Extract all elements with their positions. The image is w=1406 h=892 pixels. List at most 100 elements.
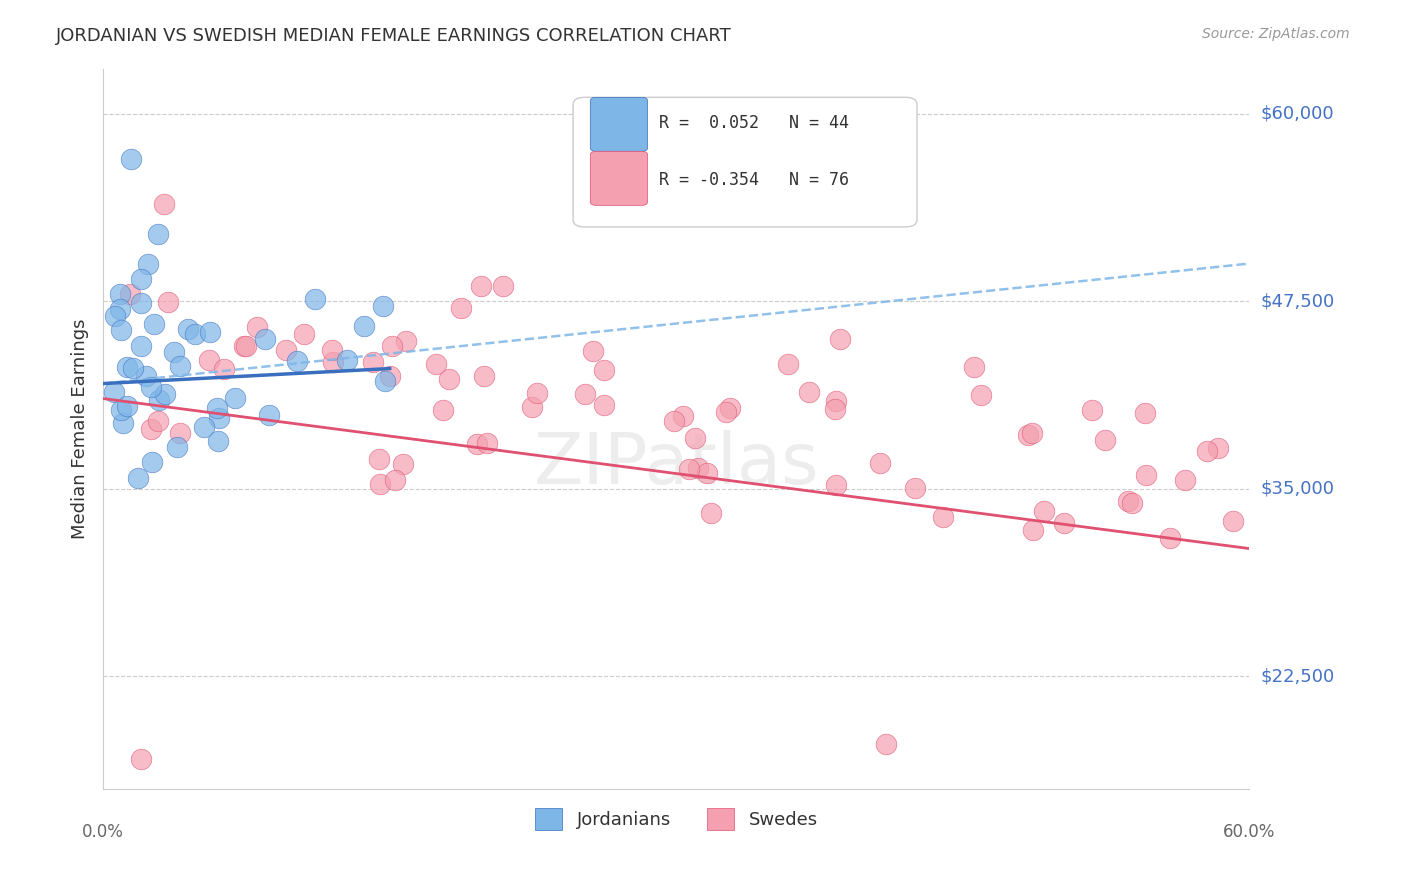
Jordanians xyxy=(177,322,200,336)
Swedes xyxy=(395,334,418,348)
Jordanians xyxy=(353,318,375,333)
Swedes xyxy=(696,466,718,480)
Jordanians xyxy=(110,323,132,337)
Swedes xyxy=(1206,442,1229,456)
Swedes xyxy=(904,482,927,496)
Jordanians xyxy=(136,256,159,270)
Jordanians xyxy=(163,345,186,359)
Swedes xyxy=(593,398,616,412)
Swedes xyxy=(274,343,297,358)
Swedes xyxy=(700,506,723,520)
FancyBboxPatch shape xyxy=(574,97,917,227)
Swedes xyxy=(169,425,191,440)
Swedes xyxy=(381,339,404,353)
Swedes xyxy=(1116,494,1139,508)
Swedes xyxy=(465,437,488,451)
Y-axis label: Median Female Earnings: Median Female Earnings xyxy=(72,318,89,539)
Jordanians xyxy=(198,325,221,339)
Jordanians xyxy=(139,379,162,393)
Text: 0.0%: 0.0% xyxy=(82,823,124,841)
Text: JORDANIAN VS SWEDISH MEDIAN FEMALE EARNINGS CORRELATION CHART: JORDANIAN VS SWEDISH MEDIAN FEMALE EARNI… xyxy=(56,27,733,45)
Swedes xyxy=(450,301,472,316)
Swedes xyxy=(828,332,851,346)
Swedes xyxy=(368,477,391,491)
Text: ZIPatlas: ZIPatlas xyxy=(533,430,820,499)
Text: R =  0.052   N = 44: R = 0.052 N = 44 xyxy=(659,113,849,131)
Swedes xyxy=(1053,516,1076,530)
Swedes xyxy=(129,751,152,765)
Swedes xyxy=(875,737,897,751)
Jordanians xyxy=(104,309,127,323)
Text: 60.0%: 60.0% xyxy=(1223,823,1275,841)
Swedes xyxy=(672,409,695,424)
Swedes xyxy=(520,400,543,414)
Jordanians xyxy=(115,399,138,413)
Swedes xyxy=(1174,474,1197,488)
Swedes xyxy=(582,343,605,358)
Jordanians xyxy=(336,352,359,367)
Swedes xyxy=(685,431,707,445)
Jordanians xyxy=(108,286,131,301)
Swedes xyxy=(384,473,406,487)
Swedes xyxy=(686,460,709,475)
Jordanians xyxy=(103,384,125,399)
Jordanians xyxy=(153,387,176,401)
Swedes xyxy=(714,405,737,419)
Jordanians xyxy=(207,434,229,448)
Jordanians xyxy=(184,327,207,342)
Swedes xyxy=(146,414,169,428)
Swedes xyxy=(425,357,447,371)
Jordanians xyxy=(120,152,142,166)
Jordanians xyxy=(141,455,163,469)
Swedes xyxy=(963,359,986,374)
Swedes xyxy=(778,357,800,371)
Swedes xyxy=(246,319,269,334)
Swedes xyxy=(153,196,176,211)
Swedes xyxy=(492,278,515,293)
Swedes xyxy=(869,456,891,470)
Jordanians xyxy=(122,361,145,376)
FancyBboxPatch shape xyxy=(591,97,648,152)
Swedes xyxy=(678,462,700,476)
Swedes xyxy=(526,385,548,400)
Swedes xyxy=(378,368,401,383)
Swedes xyxy=(1197,444,1219,458)
Swedes xyxy=(1081,402,1104,417)
Swedes xyxy=(472,369,495,384)
Jordanians xyxy=(143,317,166,331)
Swedes xyxy=(157,295,180,310)
Swedes xyxy=(718,401,741,415)
Jordanians xyxy=(285,354,308,368)
Swedes xyxy=(368,452,391,467)
Swedes xyxy=(662,414,685,428)
Swedes xyxy=(1121,496,1143,510)
Jordanians xyxy=(193,420,215,434)
Jordanians xyxy=(129,271,152,285)
Jordanians xyxy=(131,339,153,353)
Swedes xyxy=(574,387,596,401)
Text: $22,500: $22,500 xyxy=(1261,667,1334,685)
Jordanians xyxy=(135,368,157,383)
Swedes xyxy=(470,278,492,293)
Swedes xyxy=(198,353,221,368)
Text: Source: ZipAtlas.com: Source: ZipAtlas.com xyxy=(1202,27,1350,41)
Swedes xyxy=(824,401,846,416)
Swedes xyxy=(1222,514,1244,528)
Swedes xyxy=(1033,503,1056,517)
Swedes xyxy=(322,355,344,369)
Swedes xyxy=(432,402,454,417)
Swedes xyxy=(212,362,235,376)
Jordanians xyxy=(131,296,153,310)
Text: R = -0.354   N = 76: R = -0.354 N = 76 xyxy=(659,171,849,189)
Jordanians xyxy=(205,401,228,415)
Jordanians xyxy=(371,300,394,314)
Swedes xyxy=(321,343,343,357)
Swedes xyxy=(932,510,955,524)
Swedes xyxy=(1135,468,1157,483)
Swedes xyxy=(475,436,498,450)
Swedes xyxy=(1022,523,1045,537)
Swedes xyxy=(970,387,993,401)
Swedes xyxy=(1159,532,1181,546)
Jordanians xyxy=(146,227,169,241)
Swedes xyxy=(232,339,254,353)
